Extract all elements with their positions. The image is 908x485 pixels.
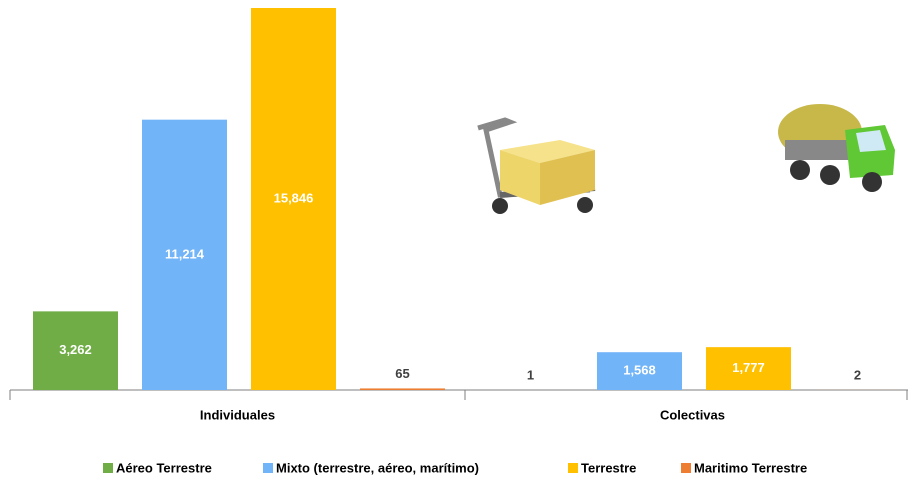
data-label: 11,214	[165, 246, 205, 261]
bar	[33, 311, 118, 390]
truck-icon	[778, 104, 895, 192]
bar	[597, 352, 682, 390]
bar	[360, 388, 445, 390]
x-tick-label: Colectivas	[660, 407, 725, 422]
data-label: 1,568	[623, 363, 656, 378]
data-label: 1,777	[732, 360, 765, 375]
cart-icon	[477, 117, 596, 214]
bar	[251, 8, 336, 390]
legend-swatch	[681, 463, 691, 473]
legend-swatch	[568, 463, 578, 473]
legend-swatch	[263, 463, 273, 473]
bar	[706, 347, 791, 390]
data-label: 3,262	[59, 342, 92, 357]
legend-label: Terrestre	[581, 460, 636, 475]
legend-label: Aéreo Terrestre	[116, 460, 212, 475]
bar	[142, 119, 227, 391]
data-label: 65	[395, 366, 409, 381]
data-label: 2	[854, 367, 861, 382]
data-label: 15,846	[274, 190, 314, 205]
legend-label: Maritimo Terrestre	[694, 460, 807, 475]
legend-label: Mixto (terrestre, aéreo, marítimo)	[276, 460, 479, 475]
data-label: 1	[527, 367, 534, 382]
legend-swatch	[103, 463, 113, 473]
x-tick-label: Individuales	[200, 407, 275, 422]
